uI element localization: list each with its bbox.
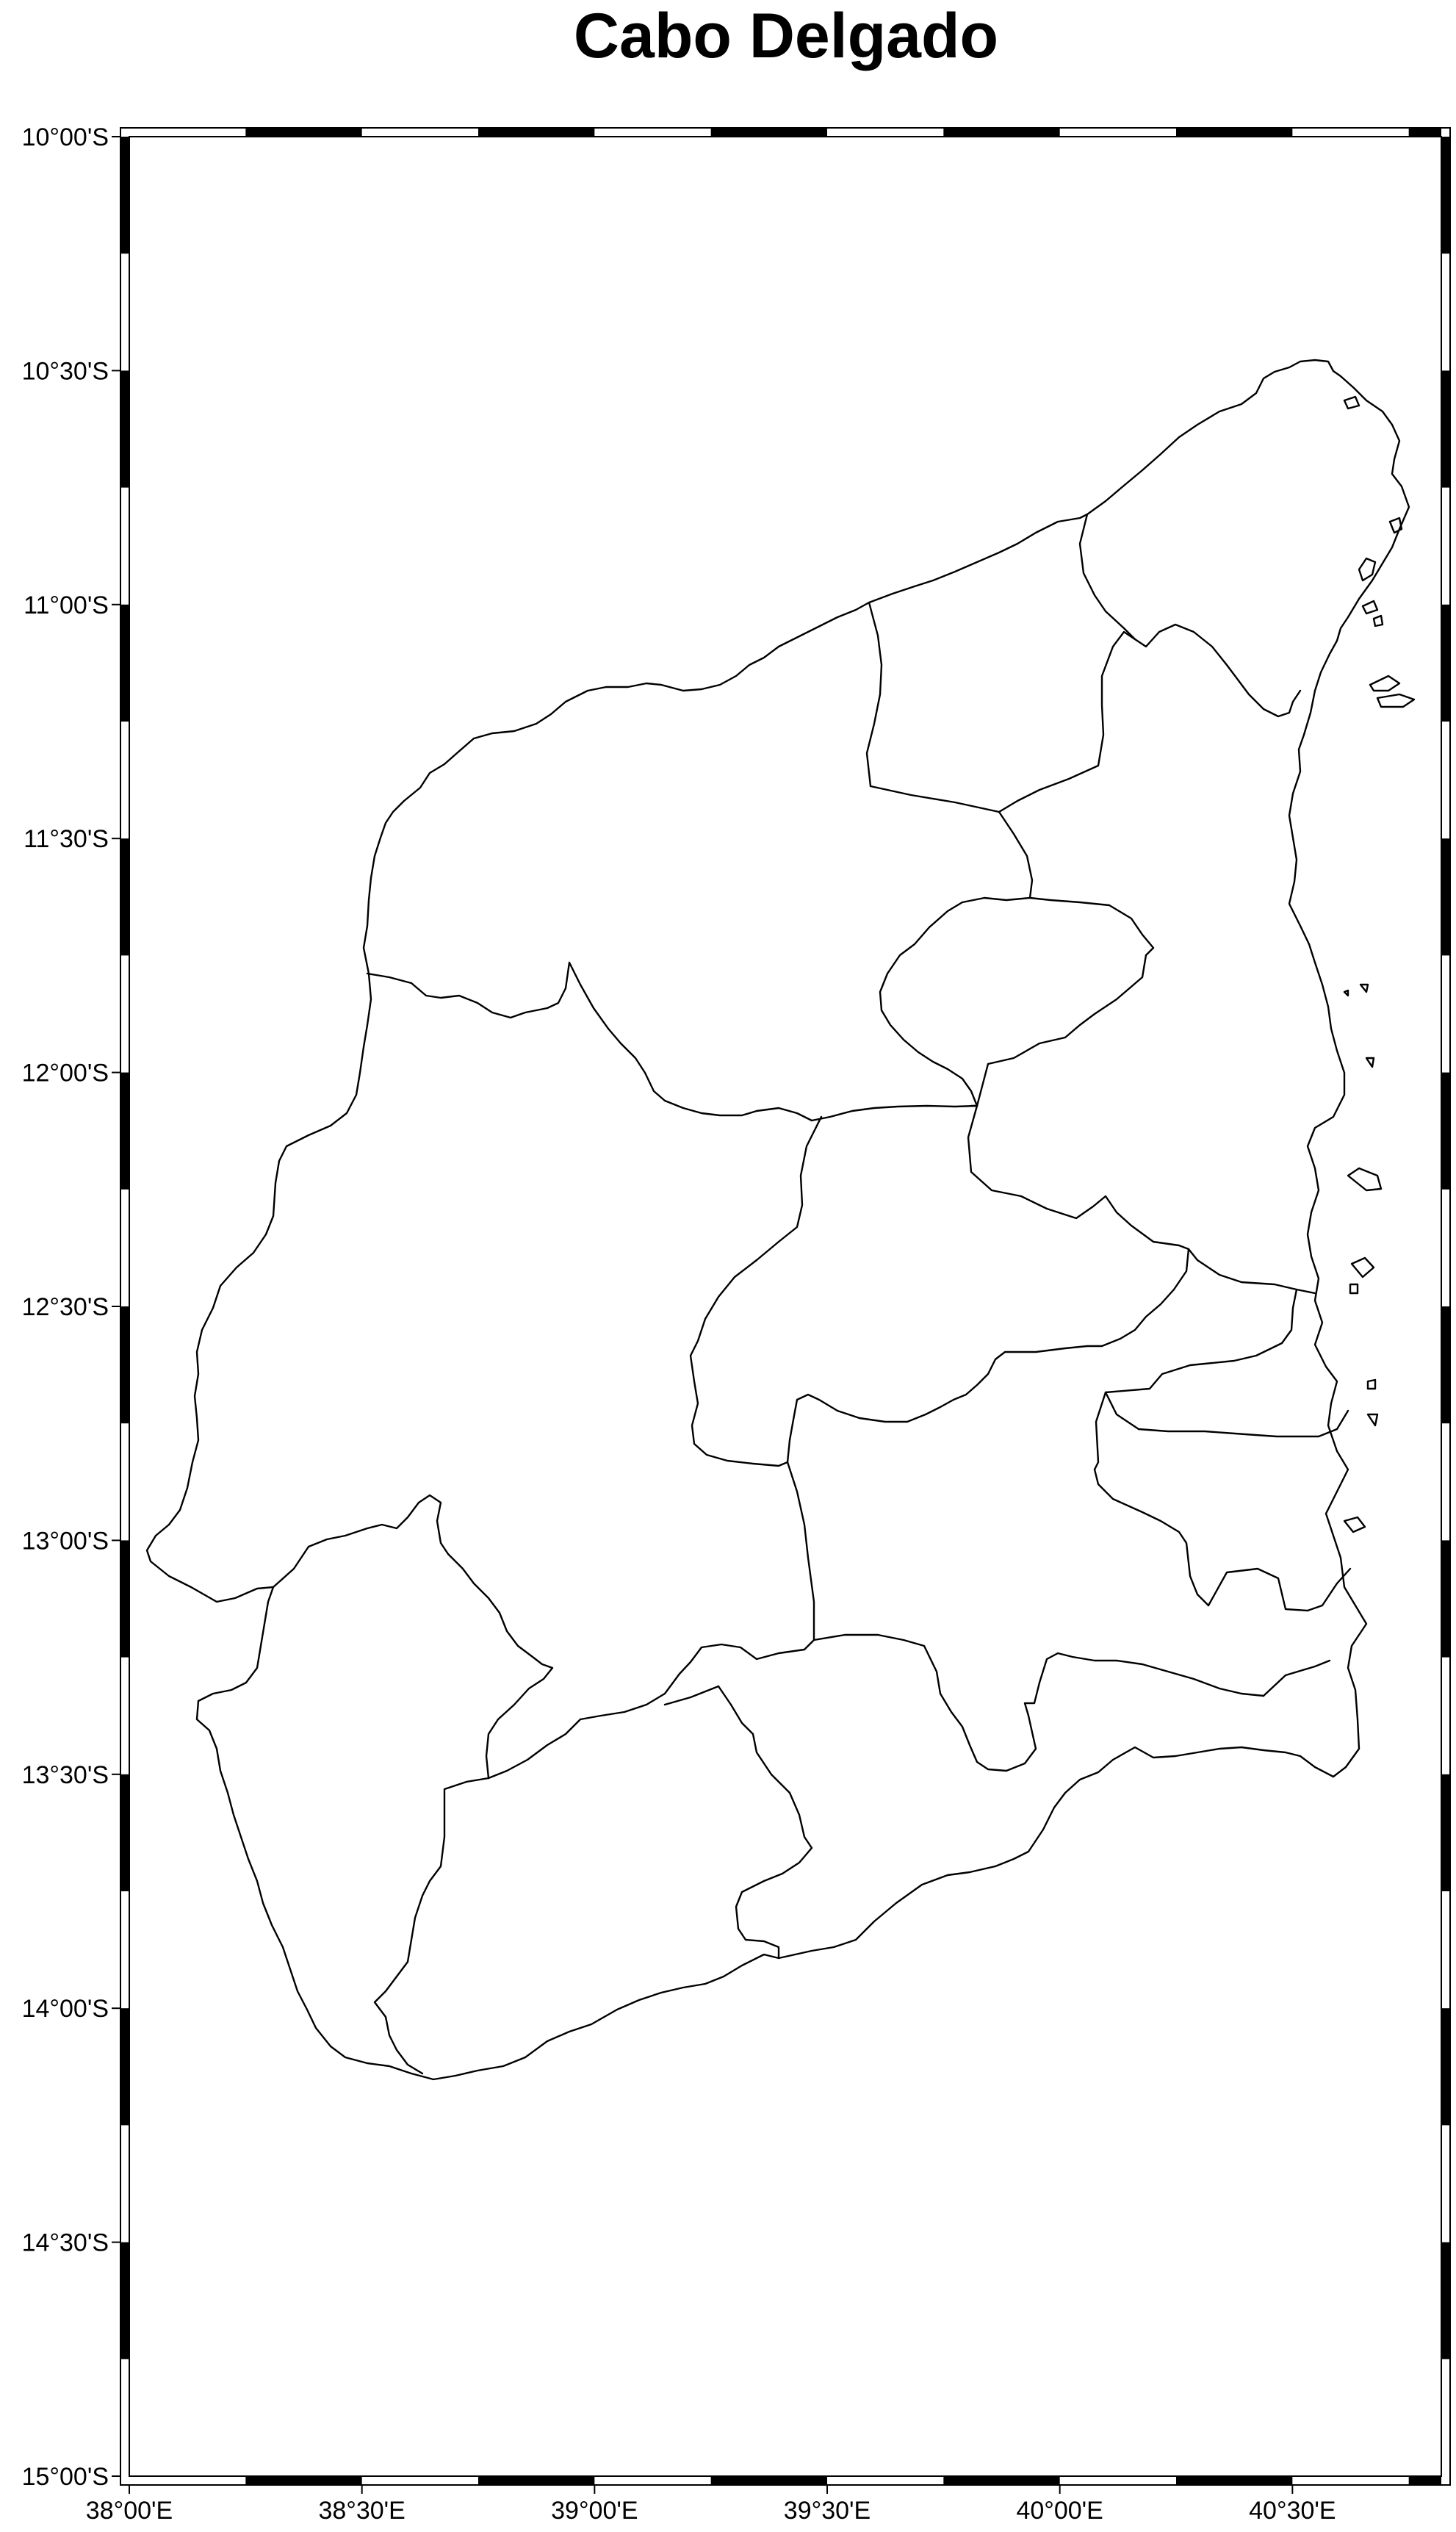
district-line bbox=[967, 1104, 1316, 1295]
lon-label: 39°30'E bbox=[784, 2497, 871, 2525]
frame-segment bbox=[120, 838, 129, 956]
lon-label: 38°30'E bbox=[318, 2497, 405, 2525]
frame-segment bbox=[1441, 2008, 1450, 2126]
district-line bbox=[1078, 513, 1302, 718]
frame-segment bbox=[710, 128, 827, 137]
district-line bbox=[786, 1248, 1190, 1464]
frame-segment bbox=[710, 2476, 827, 2485]
frame-segment bbox=[1441, 137, 1450, 254]
frame-segment bbox=[120, 2242, 129, 2359]
lon-label: 38°00'E bbox=[86, 2497, 173, 2525]
lat-label: 12°30'S bbox=[22, 1293, 109, 1321]
district-line bbox=[865, 601, 1136, 813]
frame-segment bbox=[245, 128, 362, 137]
lon-label: 40°00'E bbox=[1016, 2497, 1103, 2525]
island bbox=[1366, 1413, 1379, 1427]
frame-segment bbox=[943, 2476, 1060, 2485]
frame-segment bbox=[120, 1774, 129, 1891]
island bbox=[1365, 1057, 1375, 1068]
frame-segment bbox=[1441, 1540, 1450, 1658]
district-line bbox=[487, 1718, 582, 1780]
frame-segment bbox=[120, 2008, 129, 2126]
district-line bbox=[579, 1461, 815, 1721]
frame-segment bbox=[478, 128, 595, 137]
lat-label: 10°30'S bbox=[22, 357, 109, 385]
frame-segment bbox=[1441, 1774, 1450, 1891]
district-line bbox=[1028, 896, 1155, 957]
district-line bbox=[1104, 1391, 1349, 1438]
island bbox=[1388, 517, 1403, 534]
lat-label: 14°30'S bbox=[22, 2229, 109, 2257]
frame-segment bbox=[1408, 2476, 1441, 2485]
province-outline bbox=[145, 359, 1410, 2081]
lat-label: 12°00'S bbox=[22, 1060, 109, 1087]
district-line bbox=[272, 1494, 554, 1780]
frame-segment bbox=[1441, 604, 1450, 722]
frame-segment bbox=[943, 128, 1060, 137]
lat-label: 15°00'S bbox=[22, 2463, 109, 2491]
lat-label: 11°30'S bbox=[24, 825, 109, 853]
island bbox=[1343, 1516, 1366, 1533]
district-line bbox=[1262, 1659, 1331, 1697]
district-line bbox=[812, 1633, 1265, 1772]
frame-segment bbox=[120, 1540, 129, 1658]
frame-segment bbox=[120, 370, 129, 488]
frame-segment bbox=[478, 2476, 595, 2485]
lat-label: 13°30'S bbox=[22, 1761, 109, 1789]
lon-label: 40°30'E bbox=[1249, 2497, 1336, 2525]
district-line bbox=[373, 1777, 490, 2075]
island bbox=[1366, 1378, 1377, 1390]
frame-segment bbox=[120, 1306, 129, 1424]
district-line bbox=[717, 1685, 813, 1960]
frame-segment bbox=[1441, 838, 1450, 956]
island bbox=[1349, 1283, 1359, 1295]
lat-label: 10°00'S bbox=[22, 123, 109, 151]
map-title: Cabo Delgado bbox=[574, 1, 998, 71]
frame-segment bbox=[1176, 2476, 1293, 2485]
district-line bbox=[1093, 1288, 1298, 1471]
district-line bbox=[998, 810, 1034, 899]
frame-segment bbox=[120, 137, 129, 254]
frame-segment bbox=[1441, 370, 1450, 488]
district-line bbox=[689, 1115, 823, 1467]
frame-segment bbox=[1408, 128, 1441, 137]
lat-label: 11°00'S bbox=[24, 591, 109, 619]
district-line bbox=[663, 1685, 720, 1706]
lat-label: 14°00'S bbox=[22, 1995, 109, 2023]
island bbox=[1359, 983, 1369, 993]
frame-segment bbox=[120, 1072, 129, 1190]
island bbox=[1376, 693, 1416, 708]
lon-label: 39°00'E bbox=[551, 2497, 638, 2525]
island bbox=[1358, 557, 1377, 582]
island bbox=[1343, 989, 1349, 997]
district-line bbox=[976, 954, 1147, 1107]
frame-segment bbox=[120, 604, 129, 722]
district-line bbox=[879, 896, 1031, 1107]
frame-segment bbox=[1441, 2242, 1450, 2359]
island bbox=[1347, 1167, 1383, 1192]
island bbox=[1369, 675, 1401, 692]
frame-segment bbox=[245, 2476, 362, 2485]
district-boundaries bbox=[145, 359, 1416, 2081]
district-line bbox=[366, 961, 979, 1122]
frame-segment bbox=[1176, 128, 1293, 137]
frame-segment bbox=[1441, 1072, 1450, 1190]
frame-segment bbox=[1441, 1306, 1450, 1424]
island bbox=[1350, 1256, 1375, 1278]
island bbox=[1372, 614, 1384, 627]
map-frame: 10°00'S 10°30'S 11°00'S 11°30'S 12°00'S 12°30… bbox=[22, 123, 1451, 2525]
district-line bbox=[1093, 1468, 1352, 1612]
island bbox=[1343, 395, 1361, 410]
lat-label: 13°00'S bbox=[22, 1527, 109, 1555]
island bbox=[1361, 600, 1379, 615]
